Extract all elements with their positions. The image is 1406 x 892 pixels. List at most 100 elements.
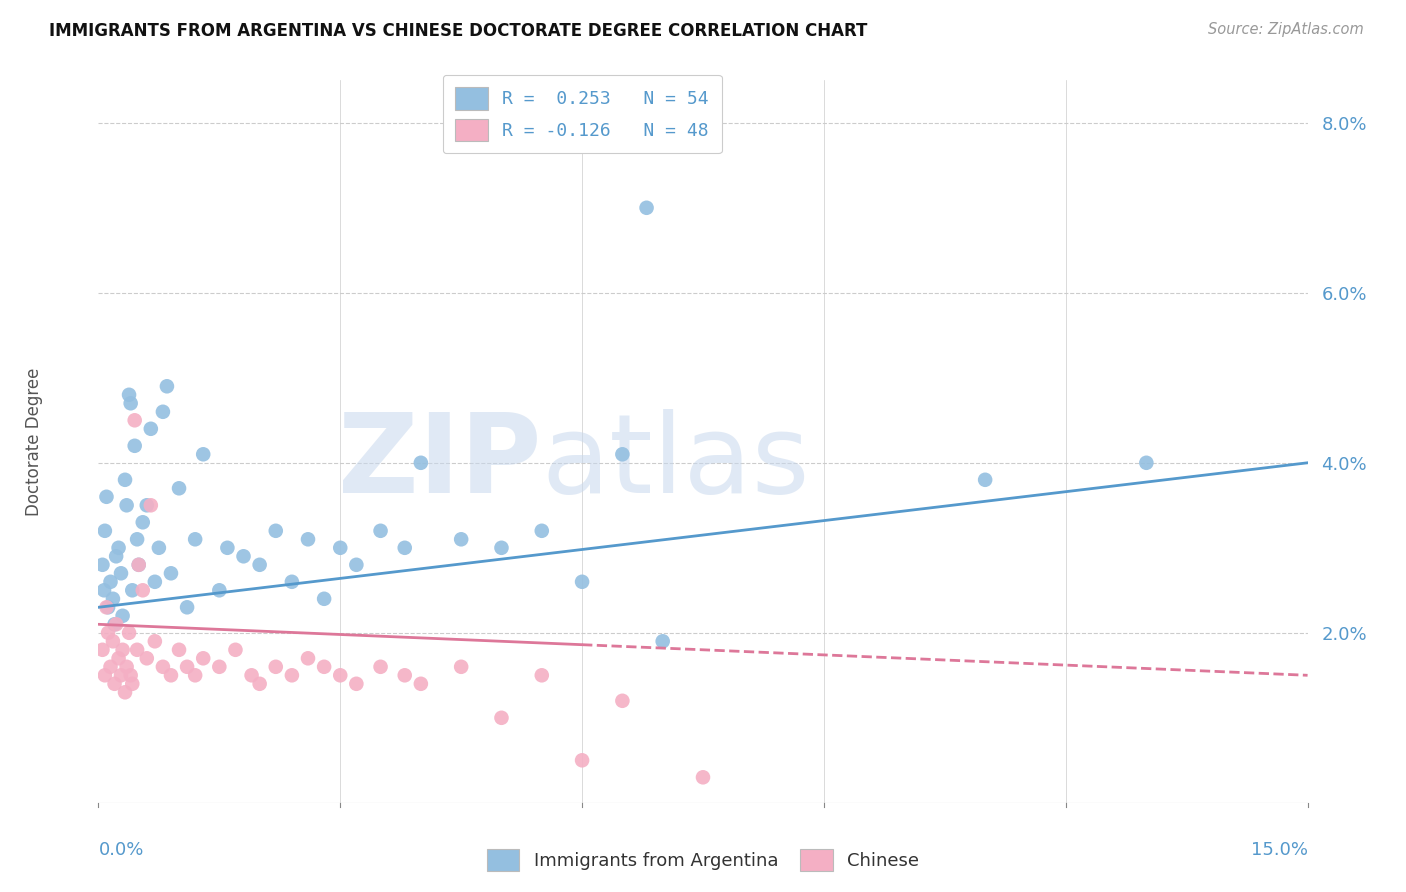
Point [143,574,166,589]
Point [450,533,472,547]
Point [571,574,593,589]
Point [264,660,287,674]
Point [105,549,128,564]
Point [1135,456,1157,470]
Point [94,668,117,682]
Point [91,558,114,572]
Point [152,405,174,419]
Point [314,591,336,606]
Point [232,549,254,564]
Point [115,660,138,674]
Text: 15.0%: 15.0% [1250,841,1308,859]
Point [97,625,120,640]
Text: Doctorate Degree: Doctorate Degree [25,368,44,516]
Point [208,660,231,674]
Point [124,439,146,453]
Point [612,694,634,708]
Point [571,753,593,767]
Point [370,524,392,538]
Point [128,558,150,572]
Point [152,660,174,674]
Legend: R =  0.253   N = 54, R = -0.126   N = 48: R = 0.253 N = 54, R = -0.126 N = 48 [443,75,721,153]
Point [193,651,215,665]
Point [127,533,149,547]
Point [692,770,714,784]
Point [100,574,122,589]
Point [184,668,207,682]
Point [101,591,124,606]
Point [120,668,142,682]
Text: ZIP: ZIP [339,409,541,516]
Point [110,566,132,581]
Point [394,541,416,555]
Point [167,481,190,495]
Point [132,583,155,598]
Point [105,617,128,632]
Point [409,456,432,470]
Point [124,413,146,427]
Point [264,524,287,538]
Point [160,668,183,682]
Point [176,600,198,615]
Point [135,498,157,512]
Point [114,473,136,487]
Point [97,600,120,615]
Point [148,541,170,555]
Point [143,634,166,648]
Point [91,642,114,657]
Point [121,677,143,691]
Point [107,651,129,665]
Point [249,677,271,691]
Point [193,447,215,461]
Point [297,533,319,547]
Point [96,490,118,504]
Point [128,558,150,572]
Point [103,677,125,691]
Point [101,634,124,648]
Point [111,642,134,657]
Point [281,574,304,589]
Point [224,642,246,657]
Point [208,583,231,598]
Point [115,498,138,512]
Point [114,685,136,699]
Legend: Immigrants from Argentina, Chinese: Immigrants from Argentina, Chinese [479,842,927,879]
Point [110,668,132,682]
Point [651,634,673,648]
Point [156,379,179,393]
Point [118,388,141,402]
Point [450,660,472,674]
Text: IMMIGRANTS FROM ARGENTINA VS CHINESE DOCTORATE DEGREE CORRELATION CHART: IMMIGRANTS FROM ARGENTINA VS CHINESE DOC… [49,22,868,40]
Point [530,668,553,682]
Point [370,660,392,674]
Text: Source: ZipAtlas.com: Source: ZipAtlas.com [1208,22,1364,37]
Point [94,524,117,538]
Point [111,608,134,623]
Point [612,447,634,461]
Point [120,396,142,410]
Point [132,516,155,530]
Point [217,541,239,555]
Point [240,668,263,682]
Point [491,711,513,725]
Point [344,677,367,691]
Point [249,558,271,572]
Text: 0.0%: 0.0% [98,841,143,859]
Point [160,566,183,581]
Point [139,498,162,512]
Point [636,201,658,215]
Point [281,668,304,682]
Point [176,660,198,674]
Point [329,668,352,682]
Text: atlas: atlas [541,409,810,516]
Point [314,660,336,674]
Point [96,600,118,615]
Point [118,625,141,640]
Point [167,642,190,657]
Point [103,617,125,632]
Point [135,651,157,665]
Point [530,524,553,538]
Point [121,583,143,598]
Point [344,558,367,572]
Point [974,473,997,487]
